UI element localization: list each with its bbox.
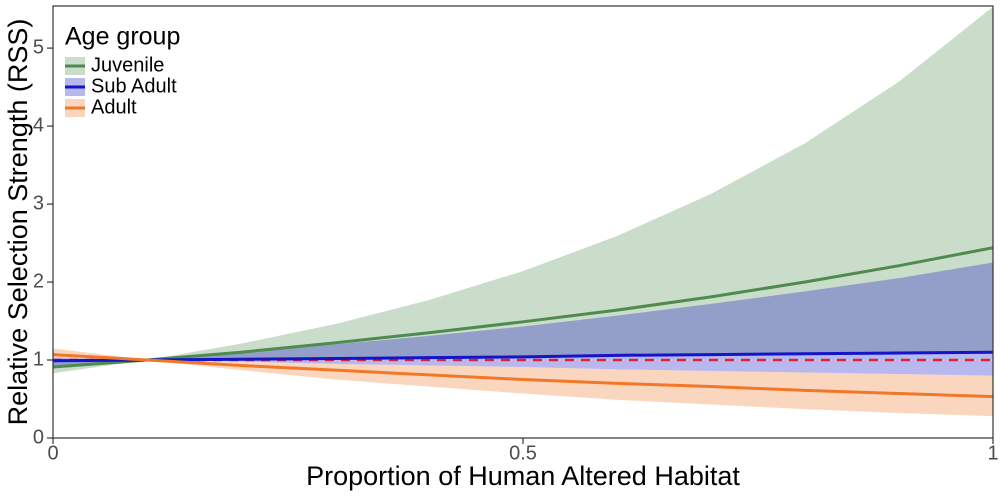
y-tick-label: 0 [33,426,44,448]
y-tick-label: 1 [33,348,44,370]
y-tick-label: 2 [33,270,44,292]
x-tick-label: 1 [987,442,998,464]
plot-area [53,6,993,417]
x-tick-label: 0 [47,442,58,464]
y-axis-title: Relative Selection Strength (RSS) [3,19,33,426]
confidence-band [53,262,993,376]
panel-border [52,5,994,439]
line [53,350,993,363]
legend-label: Adult [91,96,137,118]
legend-label: Juvenile [91,54,164,76]
confidence-band [53,6,993,374]
y-tick-label: 3 [33,192,44,214]
x-axis-title: Proportion of Human Altered Habitat [306,461,740,491]
y-tick-label: 4 [33,114,44,136]
x-tick-label: 0.5 [509,442,537,464]
legend-title: Age group [65,23,180,51]
line [53,246,993,369]
y-tick-label: 5 [33,36,44,58]
line [53,353,993,399]
legend-label: Sub Adult [91,75,177,97]
confidence-band [53,348,993,417]
